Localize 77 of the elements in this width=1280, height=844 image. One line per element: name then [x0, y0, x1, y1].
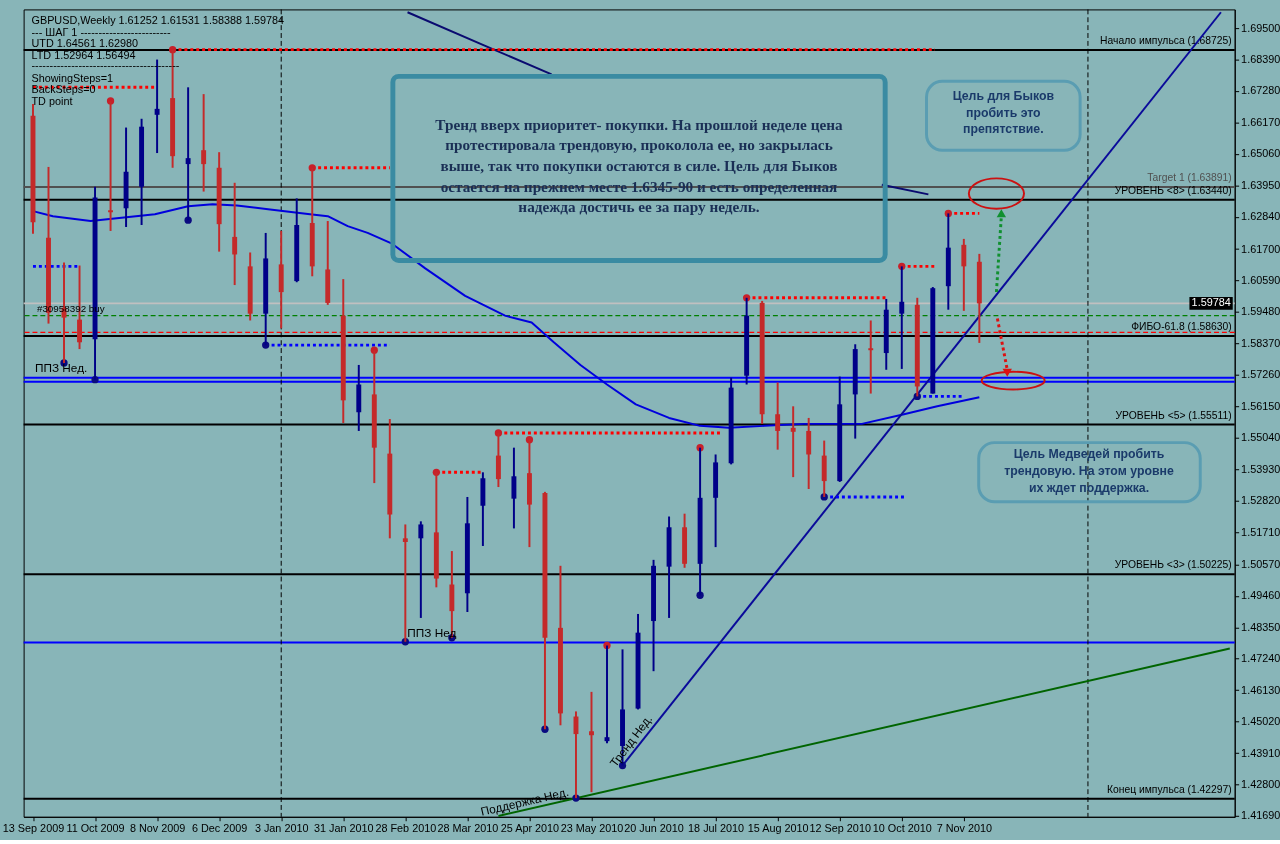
candlestick	[402, 523, 408, 643]
y-tick-label: 1.56150	[1241, 399, 1280, 412]
y-tick-label: 1.69500	[1241, 21, 1280, 34]
x-tick-label: 6 Dec 2009	[191, 822, 248, 835]
x-tick-label: 25 Apr 2010	[500, 822, 560, 835]
legend-label: ФИБО-61.8 (1.58630)	[1131, 321, 1232, 333]
y-tick-label: 1.66170	[1241, 115, 1280, 128]
ref-line-label: УРОВЕНЬ <8> (1.63440)	[1114, 184, 1232, 196]
annotation: ППЗ Нед.	[34, 360, 88, 375]
chart-title: GBPUSD,Weekly 1.61252 1.61531 1.58388 1.59784	[31, 14, 285, 27]
y-tick-label: 1.63950	[1241, 178, 1280, 191]
y-tick-label: 1.58370	[1241, 336, 1280, 349]
annotation: ShowingSteps=1	[31, 72, 114, 85]
y-tick-label: 1.49460	[1241, 589, 1280, 602]
candlestick	[418, 520, 424, 619]
y-tick-label: 1.53930	[1241, 462, 1280, 475]
y-tick-label: 1.68390	[1241, 53, 1280, 65]
annotation: -----------------------------------------	[31, 59, 180, 72]
y-tick-label: 1.51710	[1241, 525, 1280, 538]
annotation: LTD 1.52964 1.56494	[31, 48, 136, 61]
point	[696, 591, 704, 599]
x-tick-label: 31 Jan 2010	[313, 822, 374, 835]
annotation: --- ШАГ 1 -------------------------	[31, 26, 171, 38]
ref-line-label: Target 1 (1.63891)	[1147, 172, 1232, 184]
y-tick-label: 1.55040	[1241, 431, 1280, 444]
x-tick-label: 10 Oct 2010	[872, 822, 932, 835]
x-tick-label: 18 Jul 2010	[688, 822, 745, 835]
x-tick-label: 12 Sep 2010	[809, 822, 871, 835]
y-tick-label: 1.43910	[1241, 746, 1280, 759]
point	[308, 164, 316, 172]
y-tick-label: 1.61700	[1241, 242, 1280, 255]
annotation: Цель Медведей пробить трендовую. На этом уровне их ждет поддержка.	[1004, 447, 1174, 495]
candlestick	[154, 58, 160, 155]
x-tick-label: 20 Jun 2010	[624, 822, 684, 835]
candlestick	[201, 93, 207, 193]
y-tick-label: 1.48350	[1241, 620, 1280, 633]
annotation: BackSteps=0	[31, 83, 96, 96]
candlestick	[775, 381, 781, 451]
line-series	[32, 203, 981, 429]
candlestick	[899, 265, 905, 370]
annotation: Цель для Быков пробить это препятствие.	[952, 89, 1055, 137]
y-tick-label: 1.57260	[1241, 368, 1280, 381]
y-tick-label: 1.46130	[1241, 683, 1280, 696]
y-tick-label: 1.65060	[1241, 147, 1280, 160]
ref-line-label: УРОВЕНЬ <5> (1.55511)	[1115, 409, 1232, 421]
x-tick-label: 3 Jan 2010	[254, 822, 309, 835]
ref-line-label: Конец импульса (1.42297)	[1106, 783, 1232, 795]
y-tick-label: 1.59480	[1241, 305, 1280, 318]
y-tick-label: 1.67280	[1241, 84, 1280, 97]
y-tick-label: 1.41690	[1241, 809, 1280, 822]
ref-line-label: 1.59784	[1191, 296, 1231, 309]
point	[168, 46, 177, 54]
candlestick	[511, 446, 517, 530]
x-tick-label: 28 Mar 2010	[437, 822, 499, 835]
candlestick	[961, 237, 967, 312]
x-tick-label: 8 Nov 2009	[129, 822, 186, 835]
y-tick-label: 1.62840	[1241, 210, 1280, 223]
x-tick-label: 11 Oct 2009	[66, 822, 125, 835]
y-tick-label: 1.42800	[1241, 777, 1280, 790]
ref-line-label: УРОВЕНЬ <3> (1.50225)	[1114, 559, 1232, 571]
y-tick-label: 1.50570	[1241, 557, 1280, 570]
candlestick	[790, 405, 796, 479]
candlestick	[232, 181, 238, 287]
x-tick-label: 15 Aug 2010	[747, 822, 809, 835]
x-tick-label: 7 Nov 2010	[936, 822, 993, 835]
candlestick	[806, 416, 812, 491]
y-tick-label: 1.47240	[1241, 652, 1280, 665]
y-tick-label: 1.45020	[1241, 715, 1280, 728]
candlestick	[589, 690, 594, 794]
annotation: TD point	[31, 94, 73, 107]
annotation: UTD 1.64561 1.62980	[31, 36, 139, 49]
y-tick-label: 1.52820	[1241, 494, 1280, 507]
x-tick-label: 23 May 2010	[560, 822, 624, 835]
candlestick	[868, 319, 874, 395]
x-tick-label: 28 Feb 2010	[375, 822, 437, 835]
x-tick-label: 13 Sep 2009	[2, 822, 65, 835]
y-tick-label: 1.60590	[1241, 273, 1280, 286]
